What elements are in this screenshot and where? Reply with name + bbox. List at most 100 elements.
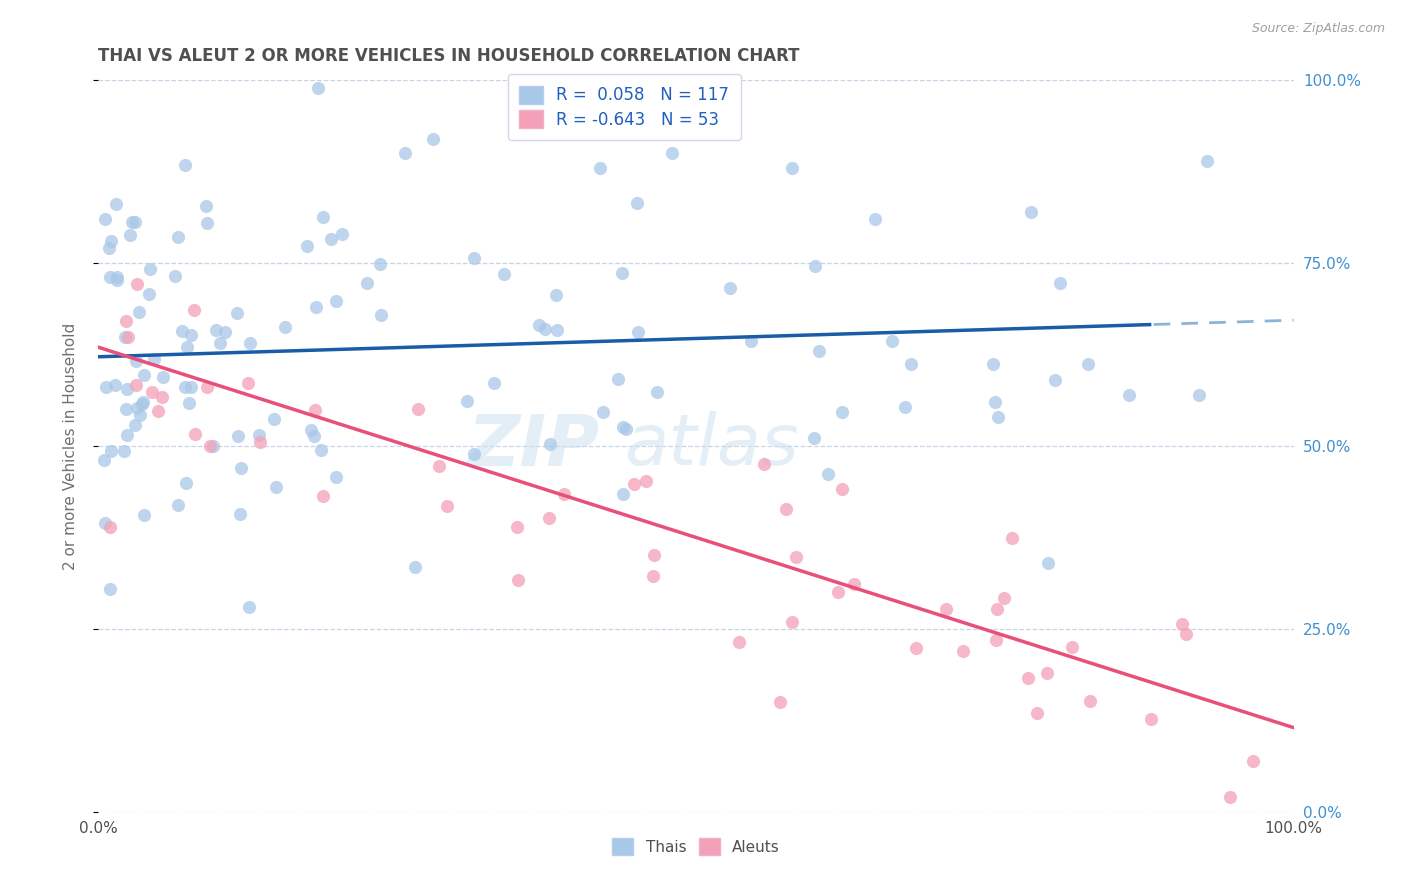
Point [1025, 706, 1047, 721]
Point [309, 443, 332, 458]
Point [98, 241, 121, 255]
Point [100, 234, 122, 248]
Point [180, 328, 202, 343]
Point [114, 330, 136, 344]
Point [607, 372, 630, 386]
Point [105, 272, 128, 286]
Point [1171, 616, 1194, 631]
Y-axis label: 2 or more Vehicles in Household: 2 or more Vehicles in Household [63, 322, 77, 570]
Point [661, 146, 683, 161]
Point [124, 215, 146, 229]
Point [226, 306, 249, 320]
Point [239, 336, 262, 351]
Point [718, 281, 741, 295]
Point [1017, 671, 1039, 685]
Point [592, 405, 614, 419]
Point [506, 519, 529, 533]
Point [427, 458, 450, 473]
Point [176, 476, 198, 491]
Point [627, 325, 650, 339]
Point [325, 293, 347, 308]
Point [935, 601, 957, 615]
Point [1241, 754, 1264, 768]
Point [827, 584, 849, 599]
Point [249, 428, 271, 442]
Point [195, 216, 218, 230]
Point [882, 334, 904, 349]
Point [1118, 388, 1140, 402]
Point [167, 230, 190, 244]
Point [529, 318, 551, 332]
Point [131, 397, 153, 411]
Point [1001, 532, 1024, 546]
Point [1036, 665, 1059, 680]
Point [1197, 154, 1219, 169]
Point [804, 259, 827, 273]
Point [984, 395, 1007, 409]
Point [422, 132, 444, 146]
Point [645, 384, 668, 399]
Point [1036, 557, 1059, 571]
Point [183, 303, 205, 318]
Point [170, 324, 193, 338]
Point [900, 357, 922, 371]
Point [370, 308, 392, 322]
Point [538, 436, 561, 450]
Point [368, 257, 391, 271]
Point [117, 428, 139, 442]
Point [754, 457, 776, 471]
Point [312, 210, 335, 224]
Point [780, 161, 803, 175]
Point [643, 548, 665, 562]
Point [612, 420, 634, 434]
Point [105, 270, 128, 285]
Legend: Thais, Aleuts: Thais, Aleuts [605, 830, 787, 863]
Point [150, 391, 173, 405]
Point [274, 319, 297, 334]
Point [589, 161, 612, 175]
Point [121, 215, 143, 229]
Point [831, 405, 853, 419]
Point [194, 199, 217, 213]
Point [546, 323, 568, 337]
Point [93, 453, 115, 467]
Point [173, 158, 195, 172]
Point [325, 470, 347, 484]
Point [295, 238, 318, 252]
Point [330, 227, 353, 241]
Point [312, 489, 335, 503]
Point [356, 276, 378, 290]
Point [231, 461, 253, 475]
Point [124, 417, 146, 432]
Point [484, 376, 506, 390]
Point [817, 467, 839, 481]
Point [98, 269, 121, 284]
Point [184, 427, 207, 442]
Point [307, 80, 329, 95]
Point [1045, 373, 1067, 387]
Point [1077, 357, 1099, 371]
Point [104, 377, 127, 392]
Point [987, 410, 1010, 425]
Point [626, 196, 648, 211]
Text: atlas: atlas [624, 411, 799, 481]
Point [1078, 694, 1101, 708]
Point [623, 477, 645, 491]
Text: Source: ZipAtlas.com: Source: ZipAtlas.com [1251, 22, 1385, 36]
Point [612, 487, 634, 501]
Point [740, 334, 762, 348]
Point [831, 482, 853, 496]
Point [176, 340, 198, 354]
Text: THAI VS ALEUT 2 OR MORE VEHICLES IN HOUSEHOLD CORRELATION CHART: THAI VS ALEUT 2 OR MORE VEHICLES IN HOUS… [98, 47, 800, 65]
Point [780, 615, 803, 629]
Point [205, 322, 228, 336]
Point [263, 411, 285, 425]
Point [138, 261, 160, 276]
Point [302, 428, 325, 442]
Point [769, 695, 792, 709]
Point [1219, 790, 1241, 805]
Point [94, 516, 117, 530]
Point [894, 400, 917, 414]
Point [129, 408, 152, 422]
Point [305, 300, 328, 314]
